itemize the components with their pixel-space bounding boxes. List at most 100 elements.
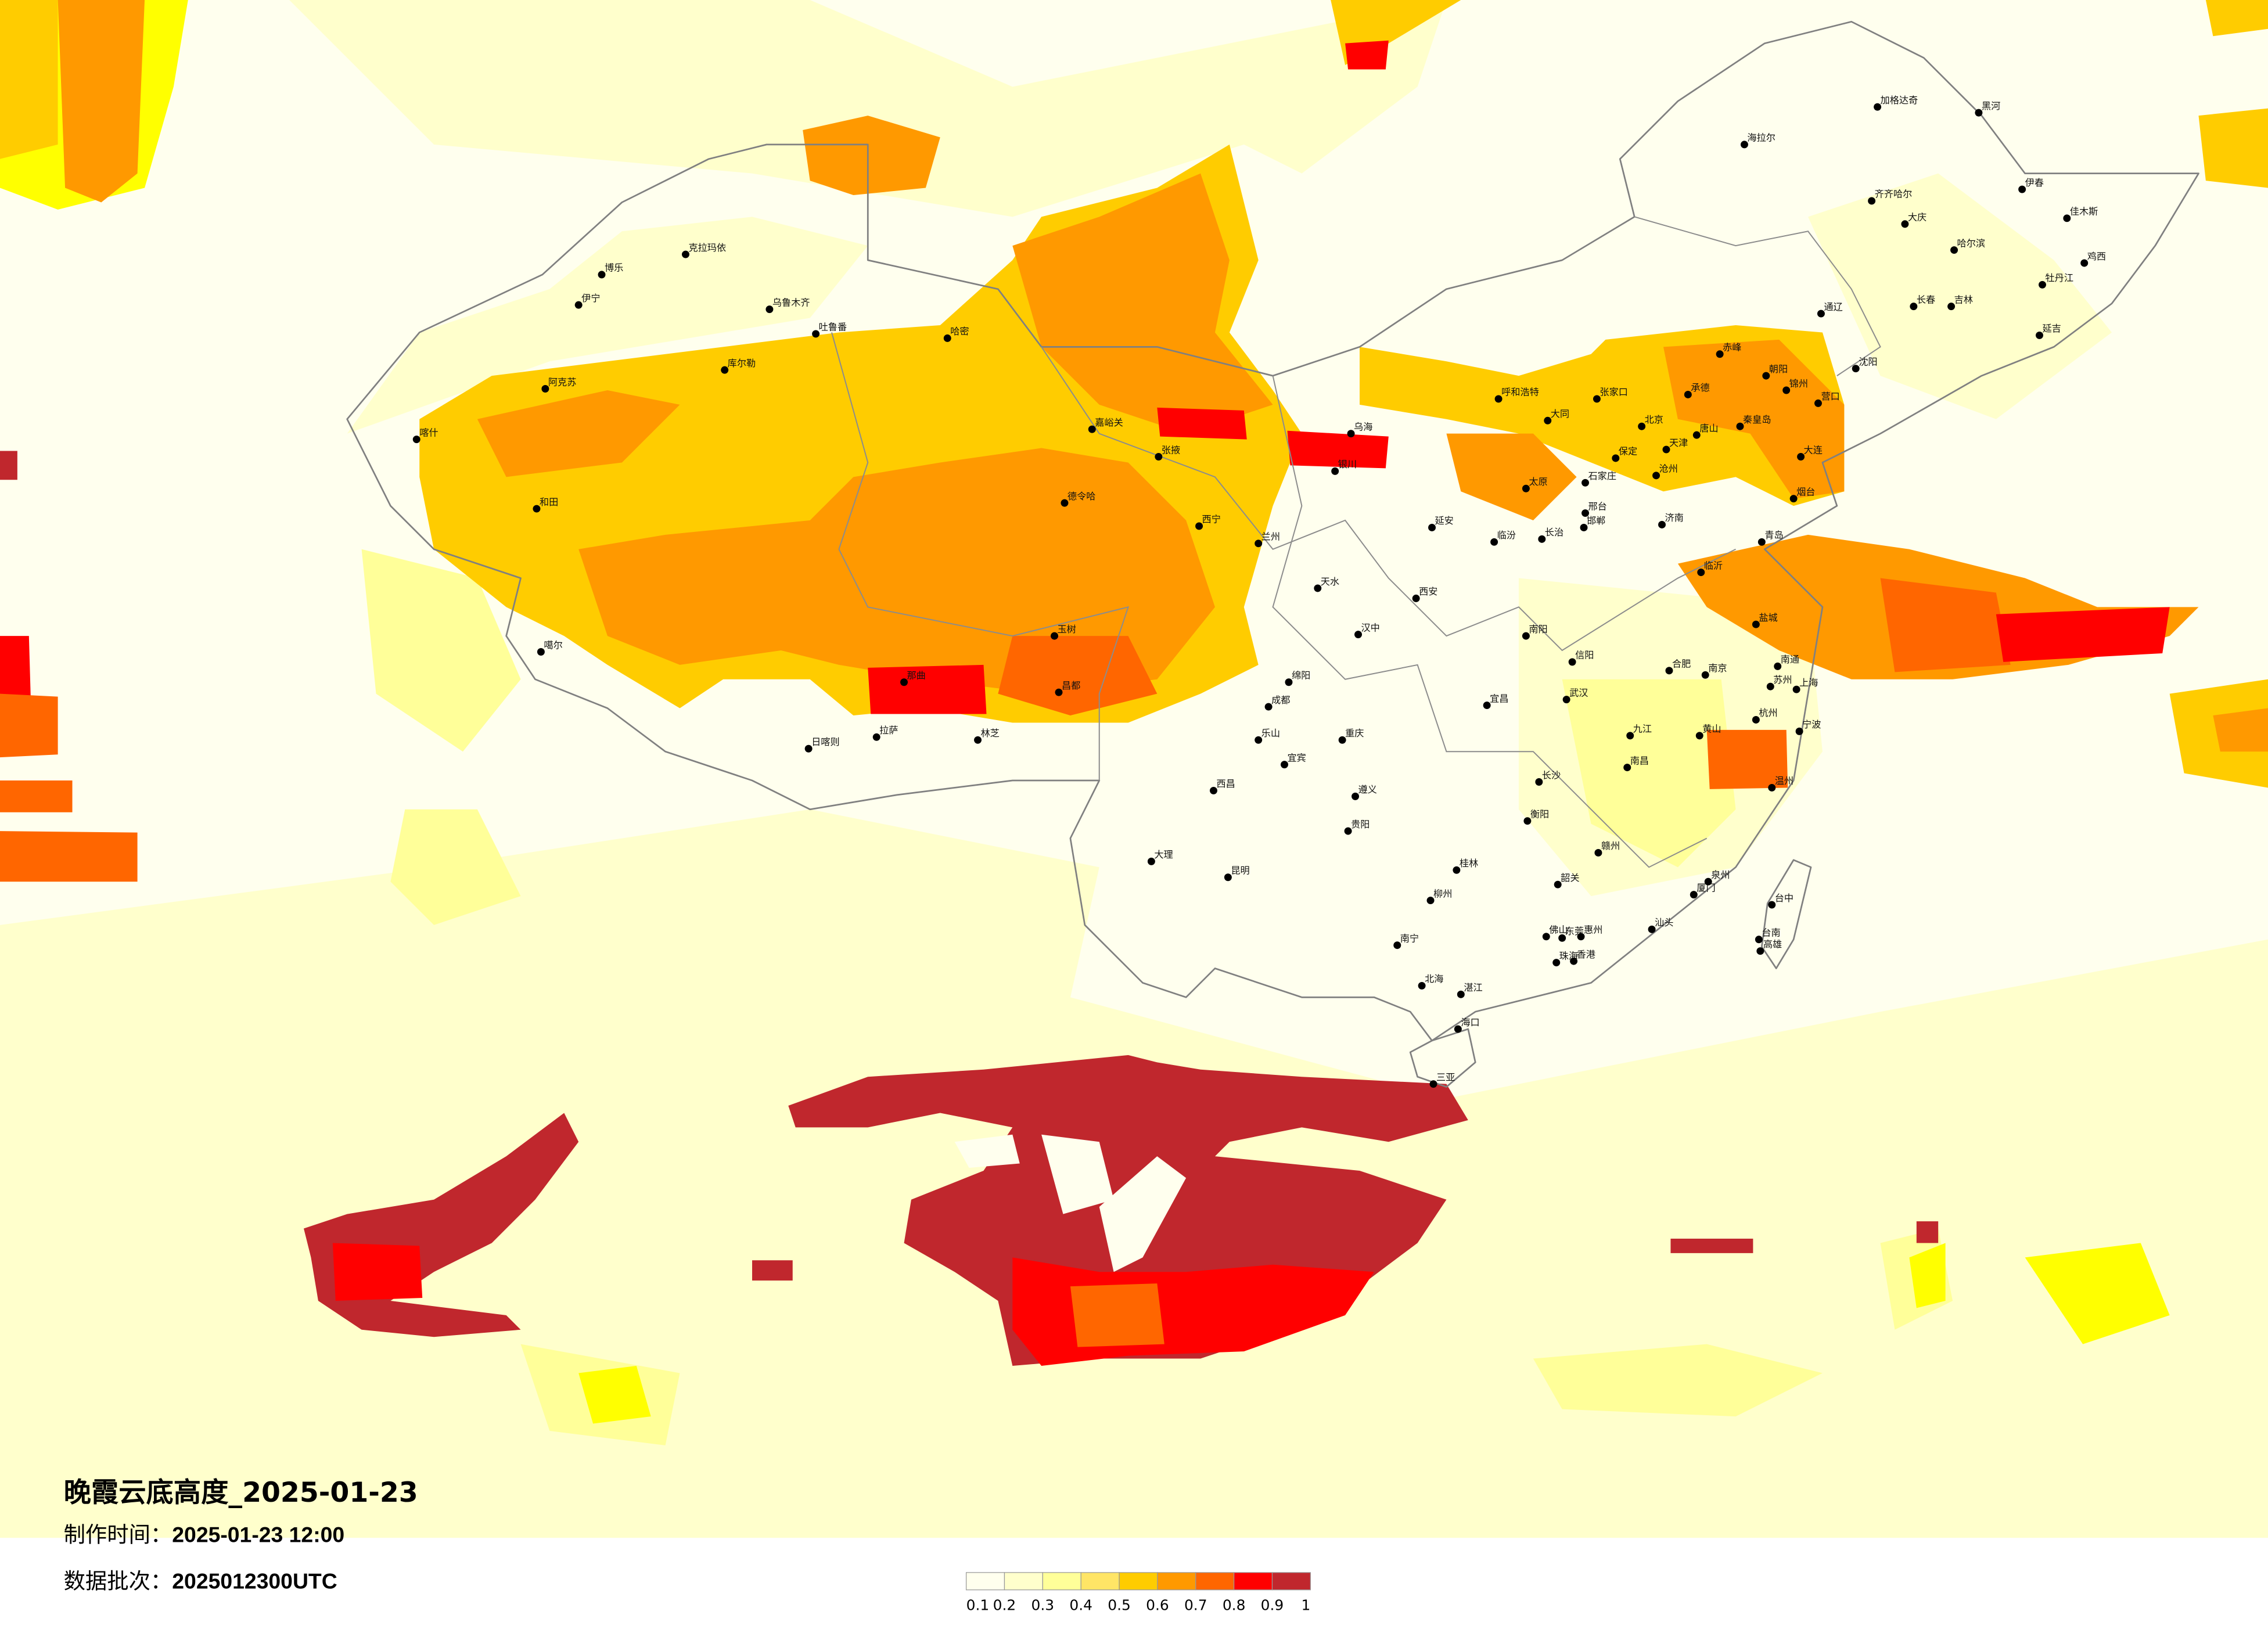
city-marker: 博乐 xyxy=(598,262,623,279)
city-dot xyxy=(1354,631,1362,639)
city-label: 济南 xyxy=(1665,512,1683,523)
city-marker: 锦州 xyxy=(1782,378,1808,394)
city-marker: 遵义 xyxy=(1352,784,1377,800)
city-dot xyxy=(1055,688,1063,696)
city-label: 齐齐哈尔 xyxy=(1875,189,1913,200)
city-marker: 九江 xyxy=(1626,724,1652,740)
province-border xyxy=(831,332,1130,780)
city-label: 牡丹江 xyxy=(2045,272,2073,283)
city-dot xyxy=(974,736,982,744)
city-label: 伊春 xyxy=(2025,177,2044,188)
city-marker: 大理 xyxy=(1147,849,1173,865)
city-label: 加格达奇 xyxy=(1881,95,1918,106)
city-dot xyxy=(1535,778,1543,786)
city-label: 大同 xyxy=(1551,408,1569,419)
city-dot xyxy=(721,366,729,374)
city-marker: 赤峰 xyxy=(1716,342,1741,358)
province-border xyxy=(1272,375,1708,868)
city-marker: 乌鲁木齐 xyxy=(765,297,810,314)
city-label: 武汉 xyxy=(1569,687,1588,698)
city-label: 库尔勒 xyxy=(728,358,756,369)
city-marker: 营口 xyxy=(1814,391,1840,407)
city-marker: 佳木斯 xyxy=(2063,206,2098,222)
city-marker: 武汉 xyxy=(1562,687,1588,704)
city-marker: 黄山 xyxy=(1695,724,1721,740)
city-label: 宁波 xyxy=(1802,719,1821,730)
city-marker: 南宁 xyxy=(1393,933,1419,949)
city-label: 临汾 xyxy=(1497,530,1516,541)
city-label: 汕头 xyxy=(1655,917,1673,928)
city-marker: 唐山 xyxy=(1692,423,1719,439)
city-dot xyxy=(1582,479,1589,487)
city-label: 佛山 xyxy=(1549,924,1568,936)
city-label: 温州 xyxy=(1775,775,1793,786)
city-label: 盐城 xyxy=(1759,612,1777,623)
city-label: 通辽 xyxy=(1824,301,1842,312)
city-marker: 泉州 xyxy=(1704,869,1730,886)
legend-tick-label: 0.6 xyxy=(1146,1597,1169,1614)
city-dot xyxy=(1255,736,1263,744)
city-label: 长治 xyxy=(1545,527,1563,538)
city-marker: 青岛 xyxy=(1757,530,1784,546)
map-title: 晚霞云底高度_2025-01-23 xyxy=(64,1477,418,1509)
city-dot xyxy=(1755,936,1763,944)
city-marker: 信阳 xyxy=(1568,650,1594,666)
city-label: 惠州 xyxy=(1584,924,1602,936)
city-marker: 长治 xyxy=(1538,527,1563,543)
city-label: 韶关 xyxy=(1561,872,1579,883)
city-dot xyxy=(1684,390,1692,398)
city-label: 张家口 xyxy=(1600,387,1628,398)
city-dot xyxy=(812,330,820,338)
city-label: 西宁 xyxy=(1202,514,1221,525)
city-marker: 大连 xyxy=(1797,444,1823,461)
city-marker: 赣州 xyxy=(1594,840,1620,857)
city-label: 承德 xyxy=(1691,382,1709,393)
city-marker: 长春 xyxy=(1910,294,1935,311)
city-label: 三亚 xyxy=(1436,1071,1455,1082)
city-marker: 大庆 xyxy=(1901,212,1926,228)
city-label: 湛江 xyxy=(1464,982,1482,993)
city-dot xyxy=(2018,185,2026,193)
city-dot xyxy=(1281,761,1288,769)
city-label: 上海 xyxy=(1799,677,1818,688)
city-marker: 通辽 xyxy=(1817,301,1843,318)
city-dot xyxy=(1562,696,1570,704)
city-label: 北海 xyxy=(1425,973,1443,984)
city-dot xyxy=(1662,445,1670,454)
city-marker: 牡丹江 xyxy=(2039,272,2073,289)
city-marker: 温州 xyxy=(1768,775,1793,792)
city-label: 成都 xyxy=(1271,695,1290,706)
city-dot xyxy=(1195,522,1203,530)
city-dot xyxy=(1542,933,1550,941)
city-dot xyxy=(1582,509,1589,517)
city-marker: 盐城 xyxy=(1752,612,1778,628)
city-marker: 汕头 xyxy=(1648,917,1673,933)
city-marker: 克拉玛依 xyxy=(681,242,726,258)
city-marker: 天津 xyxy=(1662,437,1688,454)
city-dot xyxy=(1757,538,1766,546)
legend-tick-label: 0.2 xyxy=(993,1597,1016,1614)
city-marker: 德令哈 xyxy=(1061,491,1095,507)
city-dot xyxy=(1975,109,1983,117)
city-dot xyxy=(1774,662,1782,670)
city-label: 天津 xyxy=(1669,437,1688,448)
city-label: 黄山 xyxy=(1702,724,1721,735)
legend-tick-label: 0.8 xyxy=(1223,1597,1246,1614)
legend-swatch xyxy=(1195,1572,1235,1591)
city-dot xyxy=(1544,416,1552,425)
city-label: 吉林 xyxy=(1954,294,1973,305)
city-marker: 朝阳 xyxy=(1762,364,1788,380)
city-marker: 太原 xyxy=(1522,476,1548,492)
city-dot xyxy=(1522,484,1530,492)
city-dot xyxy=(1051,632,1059,640)
city-label: 锦州 xyxy=(1789,378,1808,389)
city-label: 邢台 xyxy=(1588,501,1606,512)
city-marker: 台南 xyxy=(1755,927,1781,944)
city-marker: 宜宾 xyxy=(1281,752,1306,769)
legend-swatch xyxy=(1080,1572,1120,1591)
city-dot xyxy=(1061,499,1069,507)
production-time-label: 制作时间： xyxy=(64,1522,172,1548)
city-dot xyxy=(1418,981,1426,990)
city-dot xyxy=(1701,671,1709,679)
city-dot xyxy=(1209,786,1217,794)
